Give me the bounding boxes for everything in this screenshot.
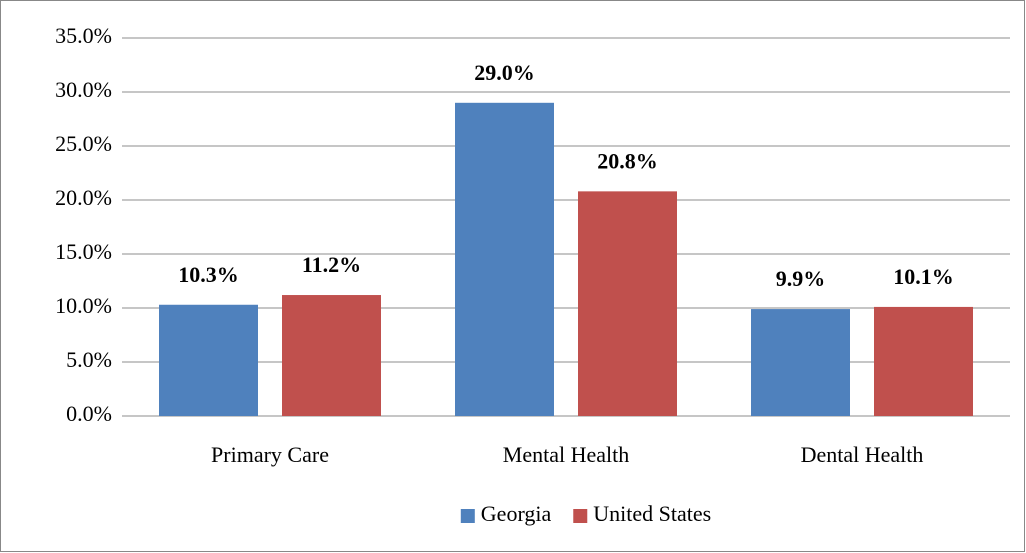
y-tick-label: 25.0% <box>55 131 112 156</box>
legend-swatch <box>573 509 588 523</box>
x-tick-label: Mental Health <box>503 442 629 467</box>
value-label: 10.3% <box>178 262 239 287</box>
y-tick-label: 5.0% <box>66 347 112 372</box>
bar <box>282 295 381 416</box>
bar <box>578 191 677 416</box>
y-tick-label: 15.0% <box>55 239 112 264</box>
legend-label: Georgia <box>481 501 552 526</box>
legend-label: United States <box>593 501 711 526</box>
y-tick-label: 30.0% <box>55 77 112 102</box>
bar <box>874 306 973 416</box>
value-label: 29.0% <box>474 60 535 85</box>
value-label: 20.8% <box>597 148 658 173</box>
value-label: 9.9% <box>776 266 826 291</box>
y-tick-label: 20.0% <box>55 185 112 210</box>
value-label: 10.1% <box>893 264 954 289</box>
y-tick-label: 0.0% <box>66 401 112 426</box>
bar <box>455 102 554 417</box>
legend-swatch <box>460 509 475 523</box>
x-tick-label: Primary Care <box>211 442 329 467</box>
y-tick-label: 35.0% <box>55 23 112 48</box>
x-tick-label: Dental Health <box>801 442 924 467</box>
value-label: 11.2% <box>302 252 361 277</box>
y-tick-label: 10.0% <box>55 293 112 318</box>
bar <box>751 309 850 416</box>
bar <box>159 304 258 416</box>
